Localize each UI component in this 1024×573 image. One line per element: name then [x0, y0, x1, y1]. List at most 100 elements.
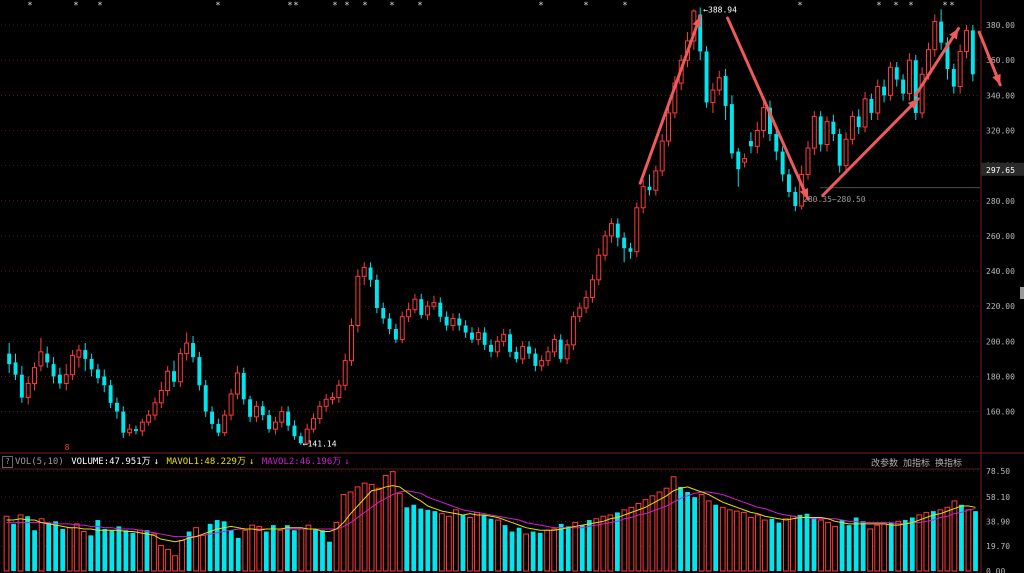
candle: [32, 362, 37, 391]
mavol1-line: [6, 485, 976, 543]
candle: [248, 395, 253, 423]
candle-body-down: [114, 402, 119, 412]
modify-params-button[interactable]: 改参数: [871, 459, 899, 469]
volume-bar-up: [572, 522, 579, 572]
mavol1-down-arrow-icon: ↓: [248, 457, 255, 467]
candle: [723, 69, 728, 120]
candle: [381, 302, 386, 324]
star-marker-icon: *: [622, 1, 627, 11]
volume-bar-down: [853, 517, 859, 571]
candle: [761, 100, 767, 138]
candle-body-up: [165, 370, 171, 392]
volume-bar-up: [656, 491, 663, 572]
low-annotation: ←141.14: [303, 440, 337, 449]
volume-bar-up: [698, 494, 705, 572]
volume-bar-down: [481, 514, 487, 571]
volume-tick-label: 58.10: [986, 493, 1010, 502]
add-indicator-button[interactable]: 加指标: [903, 459, 931, 469]
candle: [729, 95, 734, 159]
candle: [659, 134, 665, 177]
candle-body-down: [172, 371, 176, 382]
candle-body-up: [32, 367, 37, 384]
candle-body-down: [19, 374, 24, 398]
candle: [919, 67, 925, 119]
candle-body-up: [545, 351, 551, 362]
candle-body-up: [577, 307, 583, 318]
star-marker-icon: *: [389, 1, 394, 11]
candle: [102, 369, 107, 393]
volume-bar-up: [818, 519, 824, 572]
volume-bar-down: [418, 508, 424, 571]
candle-body-up: [361, 267, 367, 277]
candle: [489, 339, 493, 358]
candle-body-up: [875, 86, 881, 114]
candle-body-up: [824, 121, 830, 146]
candle: [787, 169, 791, 198]
candle: [38, 337, 44, 372]
candle: [25, 376, 31, 405]
trend-arrow-icon: [726, 16, 810, 201]
volume-bar-down: [88, 535, 94, 571]
volume-bar-down: [930, 511, 936, 571]
volume-bar-up: [670, 476, 677, 572]
candle-body-down: [470, 332, 474, 340]
candle: [139, 418, 145, 437]
candle-body-down: [489, 344, 493, 352]
candle-body-up: [716, 77, 722, 91]
volume-bar-down: [811, 517, 817, 571]
candle: [849, 111, 855, 145]
candle-body-up: [843, 138, 849, 167]
candle-body-up: [862, 98, 868, 128]
panel-resize-handle[interactable]: [1020, 287, 1024, 299]
volume-bar-down: [909, 517, 915, 571]
candle-body-down: [387, 318, 392, 330]
candle: [545, 346, 551, 366]
candle: [203, 379, 208, 417]
volume-bar-down: [565, 526, 571, 571]
current-price-label: 297.65: [986, 166, 1015, 175]
candle-body-down: [267, 415, 272, 430]
candle: [222, 409, 228, 437]
candle: [260, 401, 265, 421]
candle-body-up: [520, 346, 526, 360]
candle: [399, 311, 405, 344]
candle-body-up: [158, 390, 164, 404]
volume-bar-down: [432, 511, 438, 571]
candle-body-down: [260, 406, 265, 416]
candle-body-down: [216, 423, 221, 433]
volume-bar-down: [537, 532, 543, 571]
candle-body-up: [919, 73, 925, 114]
price-tick-label: 320.00: [986, 126, 1015, 135]
volume-bar-up: [895, 520, 902, 572]
candle: [228, 388, 234, 421]
candle-body-down: [729, 104, 734, 154]
candle: [653, 165, 659, 196]
candle: [666, 105, 671, 147]
candle: [241, 367, 246, 405]
volume-bar-down: [130, 532, 136, 571]
candle: [589, 274, 595, 303]
switch-indicator-button[interactable]: 换指标: [935, 459, 963, 469]
volume-bar-up: [137, 529, 143, 572]
candle: [774, 128, 779, 161]
star-marker-icon: *: [583, 1, 588, 11]
candle: [939, 9, 944, 50]
volume-bar-down: [123, 530, 129, 571]
volume-bar-up: [179, 539, 185, 572]
candle-body-down: [7, 353, 12, 365]
candle: [83, 343, 88, 372]
candle: [564, 339, 570, 365]
trend-arrow-shaft: [638, 14, 702, 185]
vol-indicator-name: VOL(5,10): [15, 457, 64, 467]
price-tick-label: 200.00: [986, 337, 1015, 346]
candle: [412, 293, 418, 314]
volume-bar-up: [628, 506, 635, 572]
help-icon[interactable]: ?: [2, 455, 13, 468]
candle-body-up: [551, 339, 557, 353]
candle-body-down: [381, 307, 386, 319]
candle: [267, 409, 272, 433]
candle: [869, 93, 874, 120]
volume-bar-down: [327, 541, 332, 571]
